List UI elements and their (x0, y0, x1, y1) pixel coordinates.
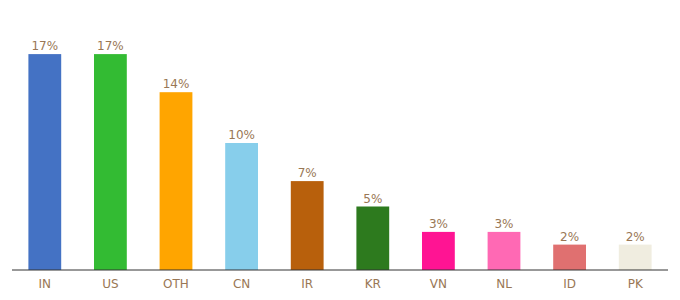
data-labels: 17% 17% 14% 10% 7% 5% 3% 3% 2% 2% (31, 39, 644, 244)
x-tick-label: VN (430, 277, 447, 291)
bar (488, 232, 521, 270)
data-label: 17% (31, 39, 58, 53)
bar (619, 245, 652, 270)
x-tick-label: KR (365, 277, 381, 291)
x-tick-label: US (102, 277, 118, 291)
bar (225, 143, 258, 270)
bar (291, 181, 324, 270)
x-tick-label: IN (39, 277, 52, 291)
x-tick-label: CN (233, 277, 250, 291)
data-label: 17% (97, 39, 124, 53)
x-tick-labels: IN US OTH CN IR KR VN NL ID PK (39, 277, 644, 291)
bar (422, 232, 455, 270)
bar (94, 54, 127, 270)
data-label: 2% (560, 230, 579, 244)
x-axis-line (12, 270, 668, 271)
x-tick-label: ID (563, 277, 576, 291)
bar (553, 245, 586, 270)
data-label: 2% (626, 230, 645, 244)
data-label: 7% (298, 166, 317, 180)
x-tick-label: PK (628, 277, 644, 291)
data-label: 3% (494, 217, 513, 231)
bar (160, 92, 193, 270)
bar (356, 207, 389, 271)
bar (28, 54, 61, 270)
x-tick-label: OTH (163, 277, 189, 291)
data-label: 14% (163, 77, 190, 91)
chart: 17% 17% 14% 10% 7% 5% 3% 3% 2% 2% IN US OTH CN IR KR VN N… (0, 0, 680, 300)
x-tick-label: IR (301, 277, 313, 291)
bars (28, 54, 651, 270)
chart-container: 17% 17% 14% 10% 7% 5% 3% 3% 2% 2% IN US OTH CN IR KR VN N… (0, 0, 680, 300)
x-tick-label: NL (496, 277, 512, 291)
data-label: 3% (429, 217, 448, 231)
data-label: 10% (228, 128, 255, 142)
data-label: 5% (363, 192, 382, 206)
